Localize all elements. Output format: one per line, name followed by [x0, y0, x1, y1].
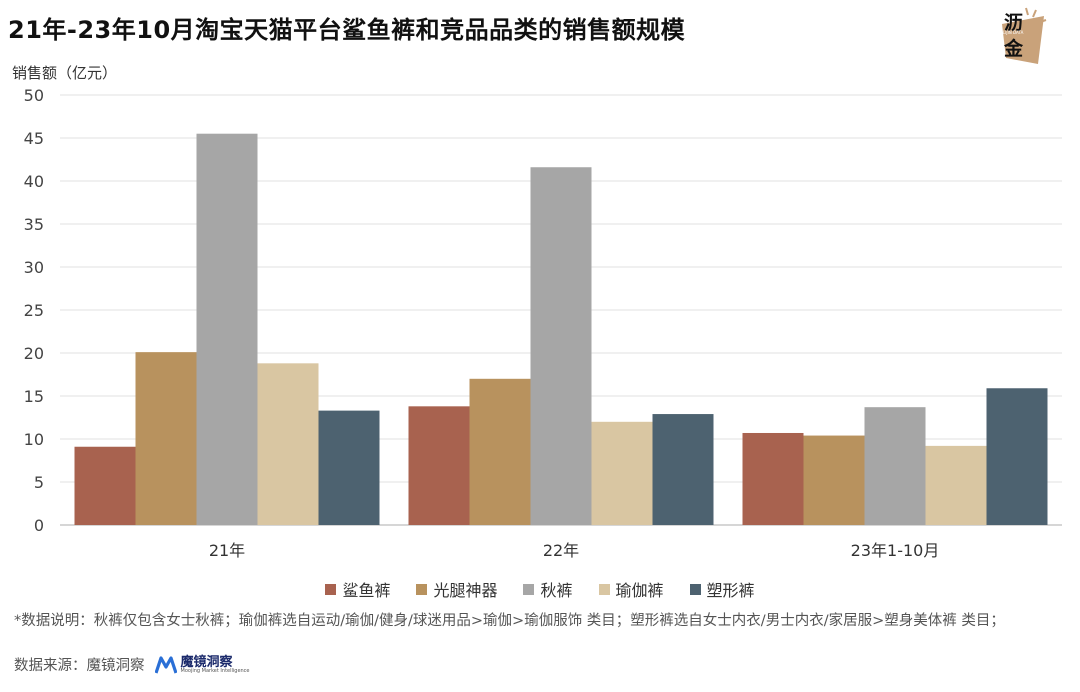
y-tick-label: 25: [24, 301, 44, 320]
logo-char-1: 沥: [1004, 12, 1024, 34]
source-label: 数据来源：魔镜洞察: [14, 658, 145, 674]
y-tick-label: 20: [24, 344, 44, 363]
x-tick-label: 23年1-10月: [851, 541, 940, 560]
logo-shape: [1002, 16, 1044, 64]
bar: [257, 363, 319, 525]
x-tick-label: 21年: [209, 541, 245, 560]
legend-item: 光腿神器: [416, 577, 497, 601]
bar: [986, 388, 1048, 525]
data-source: 数据来源：魔镜洞察 魔镜洞察 Moojing Market Intelligen…: [14, 654, 250, 675]
bar: [591, 421, 653, 525]
chart-legend: 鲨鱼裤 光腿神器 秋裤 瑜伽裤 塑形裤: [0, 577, 1080, 601]
bar: [135, 352, 197, 525]
y-axis-label: 销售额（亿元）: [12, 64, 118, 82]
legend-item: 秋裤: [523, 577, 573, 601]
legend-label: 秋裤: [540, 581, 573, 600]
brand-subtitle: Moojing Market Intelligence: [180, 667, 250, 674]
legend-swatch: [416, 583, 428, 595]
legend-label: 光腿神器: [433, 581, 498, 600]
legend-swatch: [325, 583, 337, 595]
y-tick-label: 35: [24, 215, 44, 234]
y-tick-label: 15: [24, 387, 44, 406]
brand-name: 魔镜洞察: [180, 654, 233, 670]
legend-label: 瑜伽裤: [615, 581, 664, 600]
bar-chart: 0 5 10 15 20 25 30 35 40 45 50 21年 22年 23年1-10月: [24, 86, 1062, 560]
x-tick-label: 22年: [543, 541, 579, 560]
y-tick-label: 5: [34, 473, 44, 492]
bar: [318, 410, 380, 525]
bar: [925, 445, 987, 525]
y-tick-label: 0: [34, 516, 44, 535]
legend-swatch: [598, 583, 610, 595]
bar: [652, 414, 714, 525]
legend-label: 鲨鱼裤: [342, 581, 391, 600]
legend-item: 鲨鱼裤: [325, 577, 390, 601]
legend-label: 塑形裤: [706, 581, 755, 600]
y-tick-label: 45: [24, 129, 44, 148]
data-note: *数据说明：秋裤仅包含女士秋裤；瑜伽裤选自运动/瑜伽/健身/球迷用品>瑜伽>瑜伽…: [14, 613, 1005, 629]
bar: [408, 406, 470, 525]
bar: [469, 378, 531, 525]
logo-char-2: 金: [1004, 38, 1024, 60]
legend-swatch: [523, 583, 535, 595]
y-tick-label: 50: [24, 86, 44, 105]
legend-item: 塑形裤: [689, 577, 755, 601]
brand-logo: [1002, 7, 1047, 64]
source-brand: 魔镜洞察 Moojing Market Intelligence: [154, 654, 250, 674]
bar: [803, 435, 865, 525]
moojing-m-icon: [154, 655, 177, 674]
y-tick-label: 10: [24, 430, 44, 449]
bar: [530, 167, 592, 526]
bar: [742, 432, 804, 525]
legend-item: 瑜伽裤: [598, 577, 664, 601]
legend-swatch: [689, 583, 701, 595]
bar: [196, 133, 258, 525]
chart-title: 21年-23年10月淘宝天猫平台鲨鱼裤和竞品品类的销售额规模: [8, 16, 686, 44]
y-tick-label: 40: [24, 172, 44, 191]
bar: [74, 446, 136, 525]
y-tick-label: 30: [24, 258, 44, 277]
logo-small-text: LIJIN DATA: [1003, 30, 1024, 35]
bar: [864, 407, 926, 525]
